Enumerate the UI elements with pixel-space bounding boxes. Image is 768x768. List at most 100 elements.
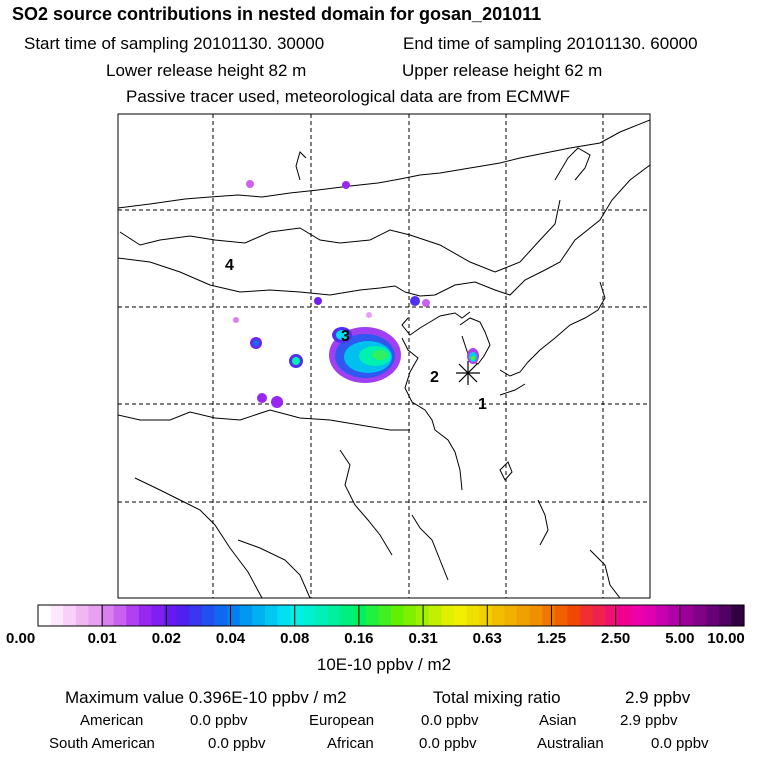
colorbar-swatch xyxy=(327,605,342,626)
star-icon xyxy=(456,361,480,385)
colorbar-swatch xyxy=(239,605,253,626)
colorbar-swatch xyxy=(517,605,531,626)
colorbar-tick-label: 0.02 xyxy=(151,630,181,647)
colorbar-swatch xyxy=(189,605,203,626)
colorbar-swatch xyxy=(693,605,707,626)
colorbar-tick-label: 0.00 xyxy=(6,630,36,647)
lower-release-label: Lower release height 82 m xyxy=(106,61,307,80)
colorbar-swatch xyxy=(264,605,279,626)
colorbar-swatch xyxy=(643,605,657,626)
colorbar-swatch xyxy=(529,605,543,626)
colorbar-swatch xyxy=(428,605,443,626)
colorbar-swatch xyxy=(403,605,417,626)
colorbar-swatch xyxy=(454,605,468,626)
colorbar-swatch xyxy=(126,605,140,626)
colorbar-swatch xyxy=(353,605,367,626)
coastlines xyxy=(118,119,650,598)
start-time-label: Start time of sampling 20101130. 30000 xyxy=(24,34,325,53)
region-value-african: 0.0 ppbv xyxy=(419,735,477,752)
region-label-3: 3 xyxy=(341,328,350,345)
colorbar-swatch xyxy=(378,605,392,626)
colorbar-tick-label: 5.00 xyxy=(665,630,695,647)
colorbar-swatch xyxy=(63,605,77,626)
total-mixing-value: 2.9 ppbv xyxy=(625,688,691,707)
colorbar-swatch xyxy=(504,605,518,626)
colorbar-swatch xyxy=(655,605,669,626)
max-value-label: Maximum value 0.396E-10 ppbv / m2 xyxy=(65,688,347,707)
concentration-plumes xyxy=(233,180,479,408)
lat-lon-grid xyxy=(118,114,650,598)
colorbar-swatch xyxy=(113,605,127,626)
colorbar-swatch xyxy=(567,605,581,626)
colorbar-swatch xyxy=(201,605,216,626)
colorbar-tick-label: 0.31 xyxy=(408,630,438,647)
region-label-2: 2 xyxy=(430,369,439,386)
colorbar-swatch xyxy=(580,605,594,626)
colorbar-tick-label: 2.50 xyxy=(601,630,631,647)
colorbar-swatch xyxy=(214,605,228,626)
colorbar-swatch xyxy=(164,605,178,626)
region-name-african: African xyxy=(327,735,374,752)
colorbar-swatch xyxy=(706,605,720,626)
colorbar-swatch xyxy=(340,605,354,626)
map-title: SO2 source contributions in nested domai… xyxy=(12,4,542,24)
region-name-australian: Australian xyxy=(537,735,604,752)
colorbar-swatch xyxy=(315,605,329,626)
region-value-european: 0.0 ppbv xyxy=(421,712,479,729)
colorbar-swatch xyxy=(617,605,632,626)
colorbar-swatch xyxy=(731,605,745,626)
region-label-4: 4 xyxy=(225,257,234,274)
colorbar-tick-label: 0.63 xyxy=(472,630,502,647)
region-name-american: American xyxy=(80,712,144,729)
colorbar-tick-label: 0.04 xyxy=(215,630,246,647)
map-panel: 1 2 3 4 xyxy=(118,114,650,598)
tracer-note: Passive tracer used, meteorological data… xyxy=(126,87,571,106)
colorbar-swatch xyxy=(176,605,190,626)
region-value-asian: 2.9 ppbv xyxy=(620,712,678,729)
region-value-american: 0.0 ppbv xyxy=(190,712,248,729)
colorbar-swatch xyxy=(290,605,304,626)
colorbar-swatch xyxy=(88,605,102,626)
colorbar-swatch xyxy=(680,605,695,626)
colorbar-tick-label: 0.08 xyxy=(280,630,310,647)
colorbar-swatch xyxy=(227,605,241,626)
colorbar-swatch xyxy=(365,605,379,626)
colorbar-swatch xyxy=(38,605,52,626)
colorbar-swatch xyxy=(441,605,455,626)
region-name-asian: Asian xyxy=(539,712,577,729)
colorbar-tick-label: 1.25 xyxy=(536,630,567,647)
colorbar-tick-label: 10.00 xyxy=(707,630,745,647)
colorbar-swatch xyxy=(138,605,153,626)
colorbar-swatch xyxy=(50,605,64,626)
colorbar-tick-label: 0.01 xyxy=(87,630,117,647)
colorbar-swatch xyxy=(668,605,682,626)
colorbar-dividers xyxy=(101,605,681,626)
region-name-european: European xyxy=(309,712,375,729)
total-mixing-label: Total mixing ratio xyxy=(433,688,561,707)
region-value-south-american: 0.0 ppbv xyxy=(208,735,266,752)
colorbar-swatch xyxy=(491,605,506,626)
colorbar-swatch xyxy=(391,605,405,626)
colorbar-swatch xyxy=(75,605,90,626)
region-value-australian: 0.0 ppbv xyxy=(651,735,709,752)
colorbar-swatch xyxy=(479,605,493,626)
end-time-label: End time of sampling 20101130. 60000 xyxy=(403,34,698,53)
colorbar-units: 10E-10 ppbv / m2 xyxy=(316,655,452,674)
colorbar-swatch xyxy=(554,605,569,626)
region-name-south-american: South American xyxy=(49,735,155,752)
colorbar-swatch xyxy=(466,605,480,626)
colorbar-tick-label: 0.16 xyxy=(344,630,374,647)
colorbar-swatch xyxy=(277,605,291,626)
colorbar-swatch xyxy=(630,605,644,626)
colorbar-swatch xyxy=(302,605,316,626)
map-frame xyxy=(117,113,651,599)
colorbar-swatch xyxy=(151,605,165,626)
colorbar-swatch xyxy=(718,605,732,626)
colorbar-swatch xyxy=(252,605,266,626)
upper-release-label: Upper release height 62 m xyxy=(402,61,603,80)
colorbar-swatch xyxy=(605,605,619,626)
colorbar-swatch xyxy=(592,605,606,626)
colorbar-frame xyxy=(37,604,745,627)
colorbar-swatch xyxy=(542,605,556,626)
